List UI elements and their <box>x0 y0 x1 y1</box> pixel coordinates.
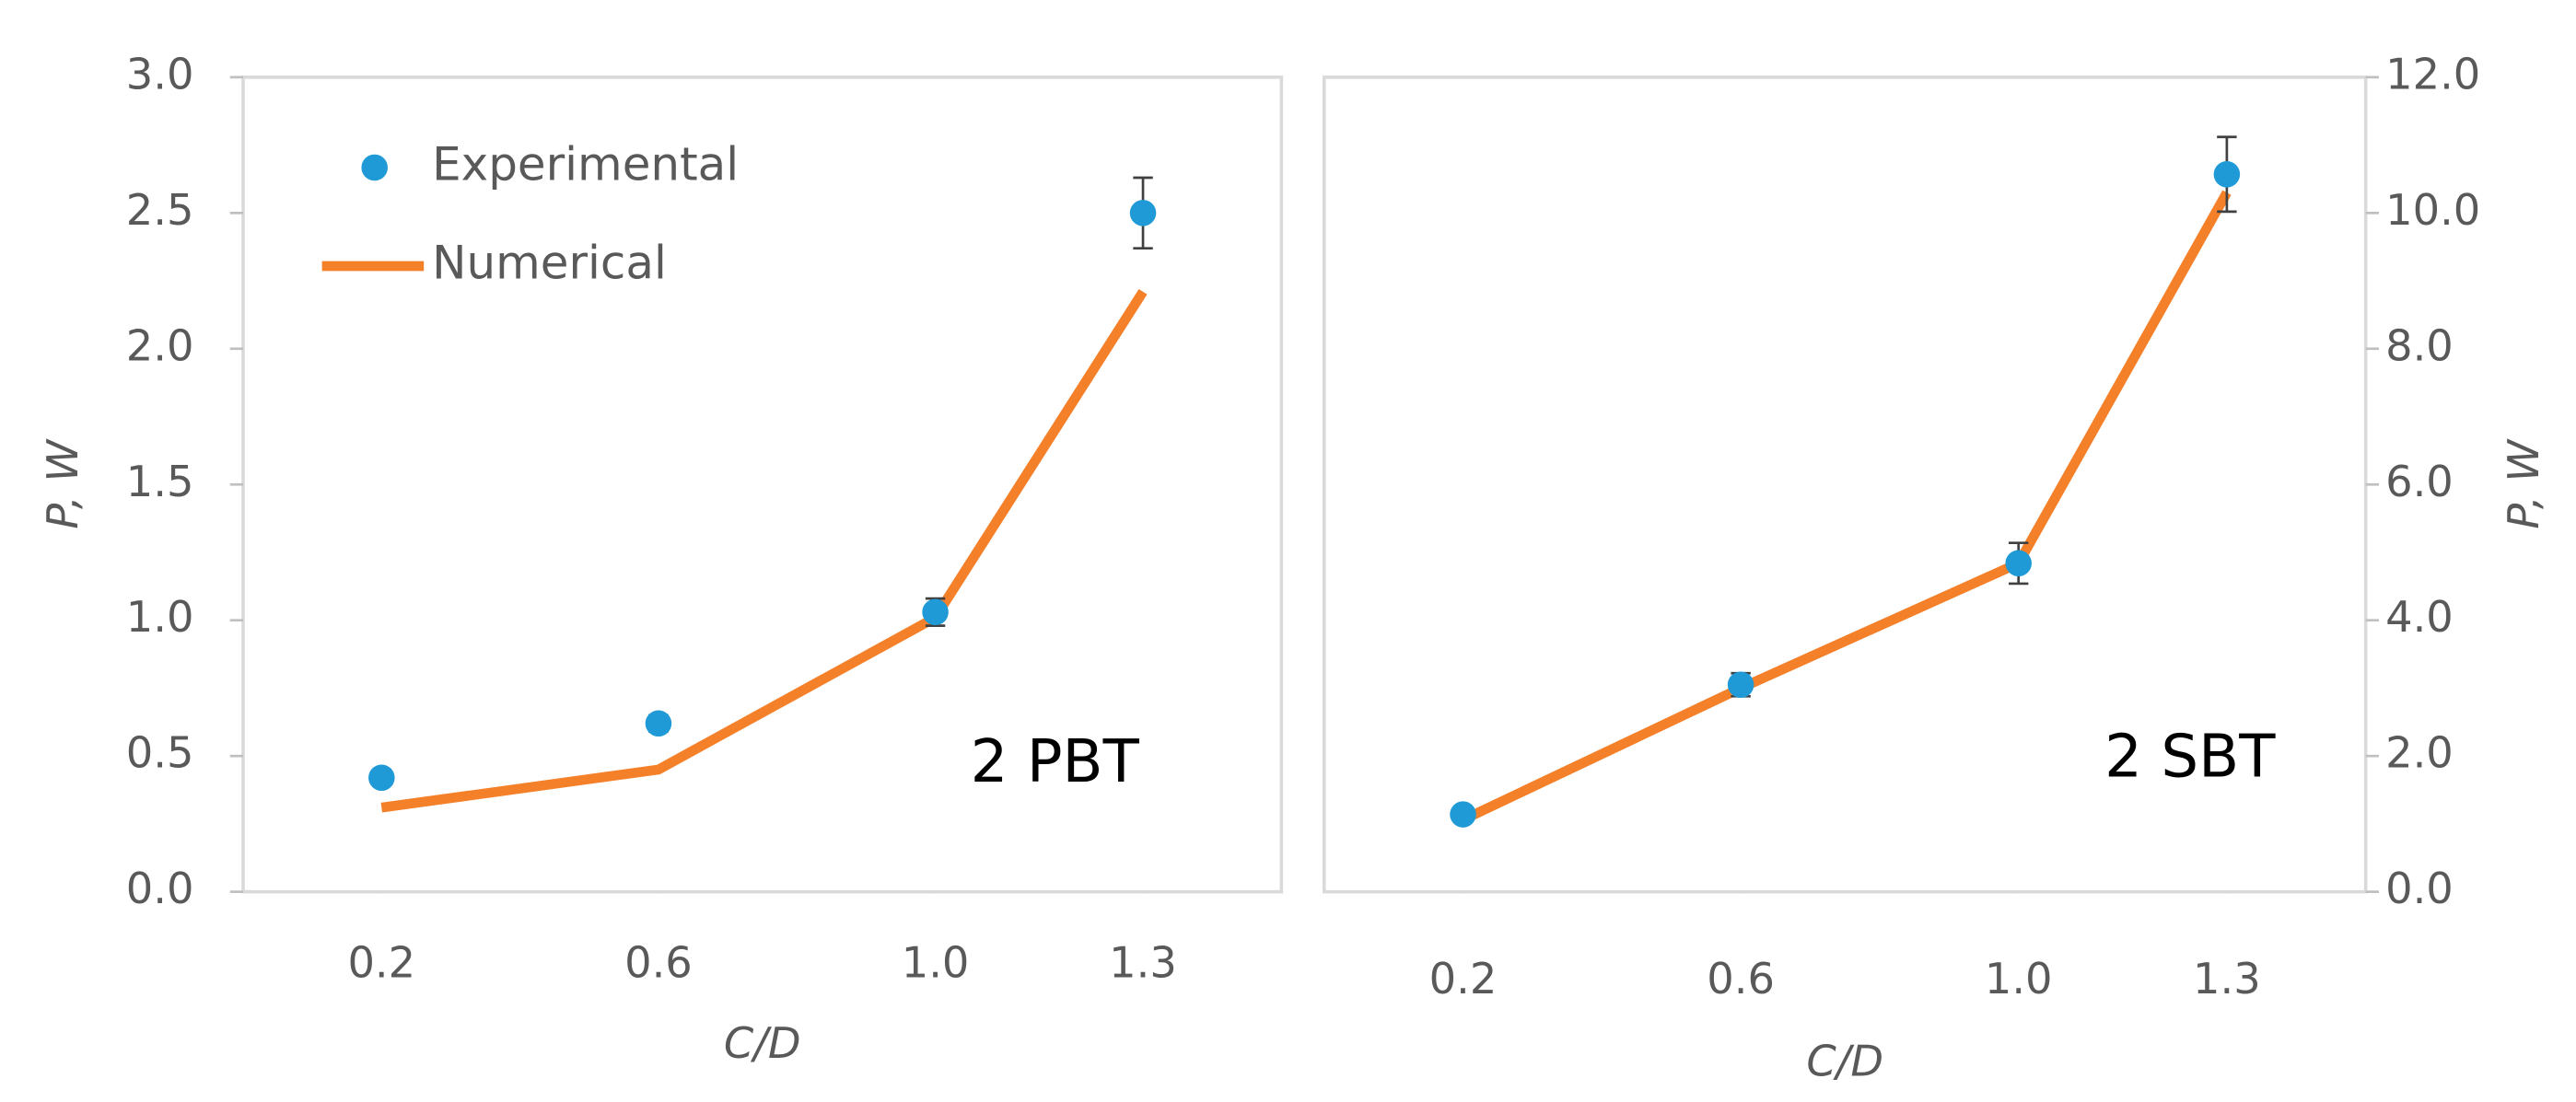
y-tick-label: 4.0 <box>2385 592 2454 642</box>
annotation: 2 PBT <box>971 727 1140 796</box>
y-tick-label: 1.5 <box>126 457 194 506</box>
y-tick-label: 0.0 <box>126 864 194 913</box>
numerical-line <box>380 288 1148 813</box>
x-tick-label: 1.0 <box>902 937 970 987</box>
y-axis-label: P, W <box>2499 438 2548 529</box>
y-tick-label: 0.0 <box>2385 864 2454 913</box>
x-tick-label: 0.6 <box>1707 954 1775 1003</box>
data-point <box>645 710 672 737</box>
legend-label: Experimental <box>432 137 739 191</box>
y-tick-label: 0.5 <box>126 728 194 778</box>
x-axis-label: C/D <box>1806 1036 1883 1085</box>
data-point <box>1129 200 1157 226</box>
y-tick-label: 12.0 <box>2385 49 2480 99</box>
data-point <box>1450 801 1476 828</box>
x-tick-label: 0.2 <box>347 937 415 987</box>
data-point <box>1727 671 1754 699</box>
legend-label: Numerical <box>432 237 667 290</box>
legend-marker <box>361 154 388 181</box>
data-point <box>368 764 395 792</box>
y-tick-label: 1.0 <box>126 592 194 642</box>
y-tick-label: 2.5 <box>126 185 194 235</box>
y-tick-label: 2.0 <box>2385 728 2454 778</box>
x-tick-label: 1.3 <box>1109 937 1177 987</box>
y-axis-label: P, W <box>38 438 87 529</box>
x-tick-label: 1.0 <box>1985 954 2053 1003</box>
y-tick-label: 6.0 <box>2385 457 2454 506</box>
y-tick-label: 10.0 <box>2385 185 2480 235</box>
x-axis-label: C/D <box>724 1018 801 1068</box>
y-tick-label: 3.0 <box>126 49 194 99</box>
numerical-line <box>1461 190 2232 825</box>
data-point <box>2005 550 2032 577</box>
annotation: 2 SBT <box>2104 723 2276 792</box>
data-point <box>2213 161 2241 188</box>
x-tick-label: 0.2 <box>1429 954 1498 1003</box>
y-tick-label: 8.0 <box>2385 320 2454 370</box>
y-tick-label: 2.0 <box>126 320 194 370</box>
data-point <box>922 598 949 626</box>
x-tick-label: 1.3 <box>2193 954 2261 1003</box>
x-tick-label: 0.6 <box>624 937 693 987</box>
